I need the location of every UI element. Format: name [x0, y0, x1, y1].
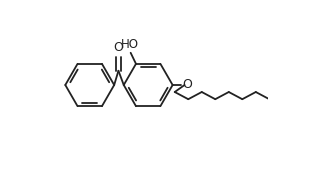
Text: O: O	[113, 41, 123, 54]
Text: HO: HO	[121, 38, 139, 51]
Text: O: O	[182, 78, 192, 91]
